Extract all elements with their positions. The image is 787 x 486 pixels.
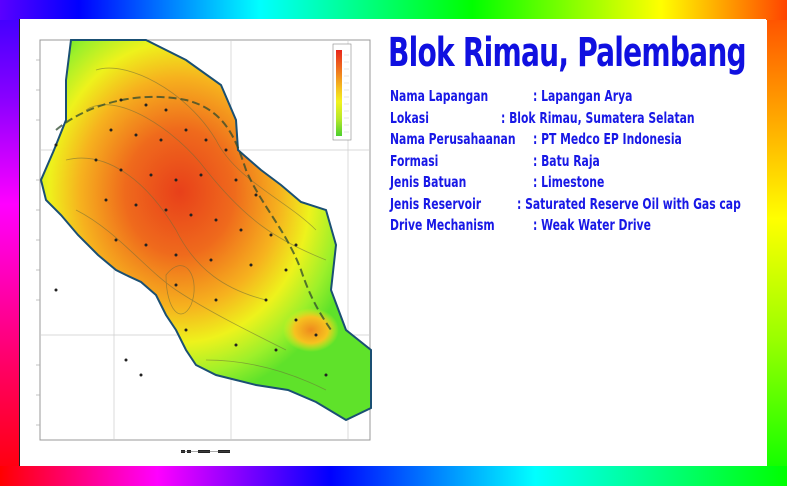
field-value: : Lapangan Arya (533, 87, 633, 105)
field-value: : Weak Water Drive (533, 216, 651, 234)
field-label: Nama Lapangan (390, 87, 489, 105)
field-label: Formasi (390, 151, 439, 170)
field-info-row-nama-perusahaan: Nama Perusahaanan : PT Medco EP Indonesi… (390, 129, 770, 151)
field-value: : Limestone (533, 173, 605, 191)
field-info-row-drive-mechanism: Drive Mechanism : Weak Water Drive (390, 215, 770, 237)
contour-map-image (36, 39, 372, 453)
field-value: : Blok Rimau, Sumatera Selatan (501, 108, 695, 127)
field-value: : PT Medco EP Indonesia (533, 130, 682, 148)
field-info-row-lokasi: Lokasi : Blok Rimau, Sumatera Selatan (390, 108, 770, 130)
field-info-row-jenis-batuan: Jenis Batuan : Limestone (390, 172, 770, 194)
field-info-row-formasi: Formasi : Batu Raja (390, 151, 770, 173)
field-label: Jenis Reservoir (390, 194, 482, 213)
field-label: Lokasi (390, 108, 429, 127)
field-info-list: Nama Lapangan : Lapangan Arya Lokasi : B… (390, 86, 770, 237)
field-value: : Saturated Reserve Oil with Gas cap (516, 194, 741, 213)
field-value: : Batu Raja (533, 151, 600, 170)
scale-bar (181, 450, 230, 453)
field-info-row-jenis-reservoir: Jenis Reservoir : Saturated Reserve Oil … (390, 194, 770, 216)
field-label: Drive Mechanism (390, 216, 495, 234)
field-label: Nama Perusahaanan (390, 130, 516, 148)
field-info-row-nama-lapangan: Nama Lapangan : Lapangan Arya (390, 86, 770, 108)
field-label: Jenis Batuan (390, 173, 467, 191)
slide-title: Blok Rimau, Palembang (388, 30, 747, 76)
